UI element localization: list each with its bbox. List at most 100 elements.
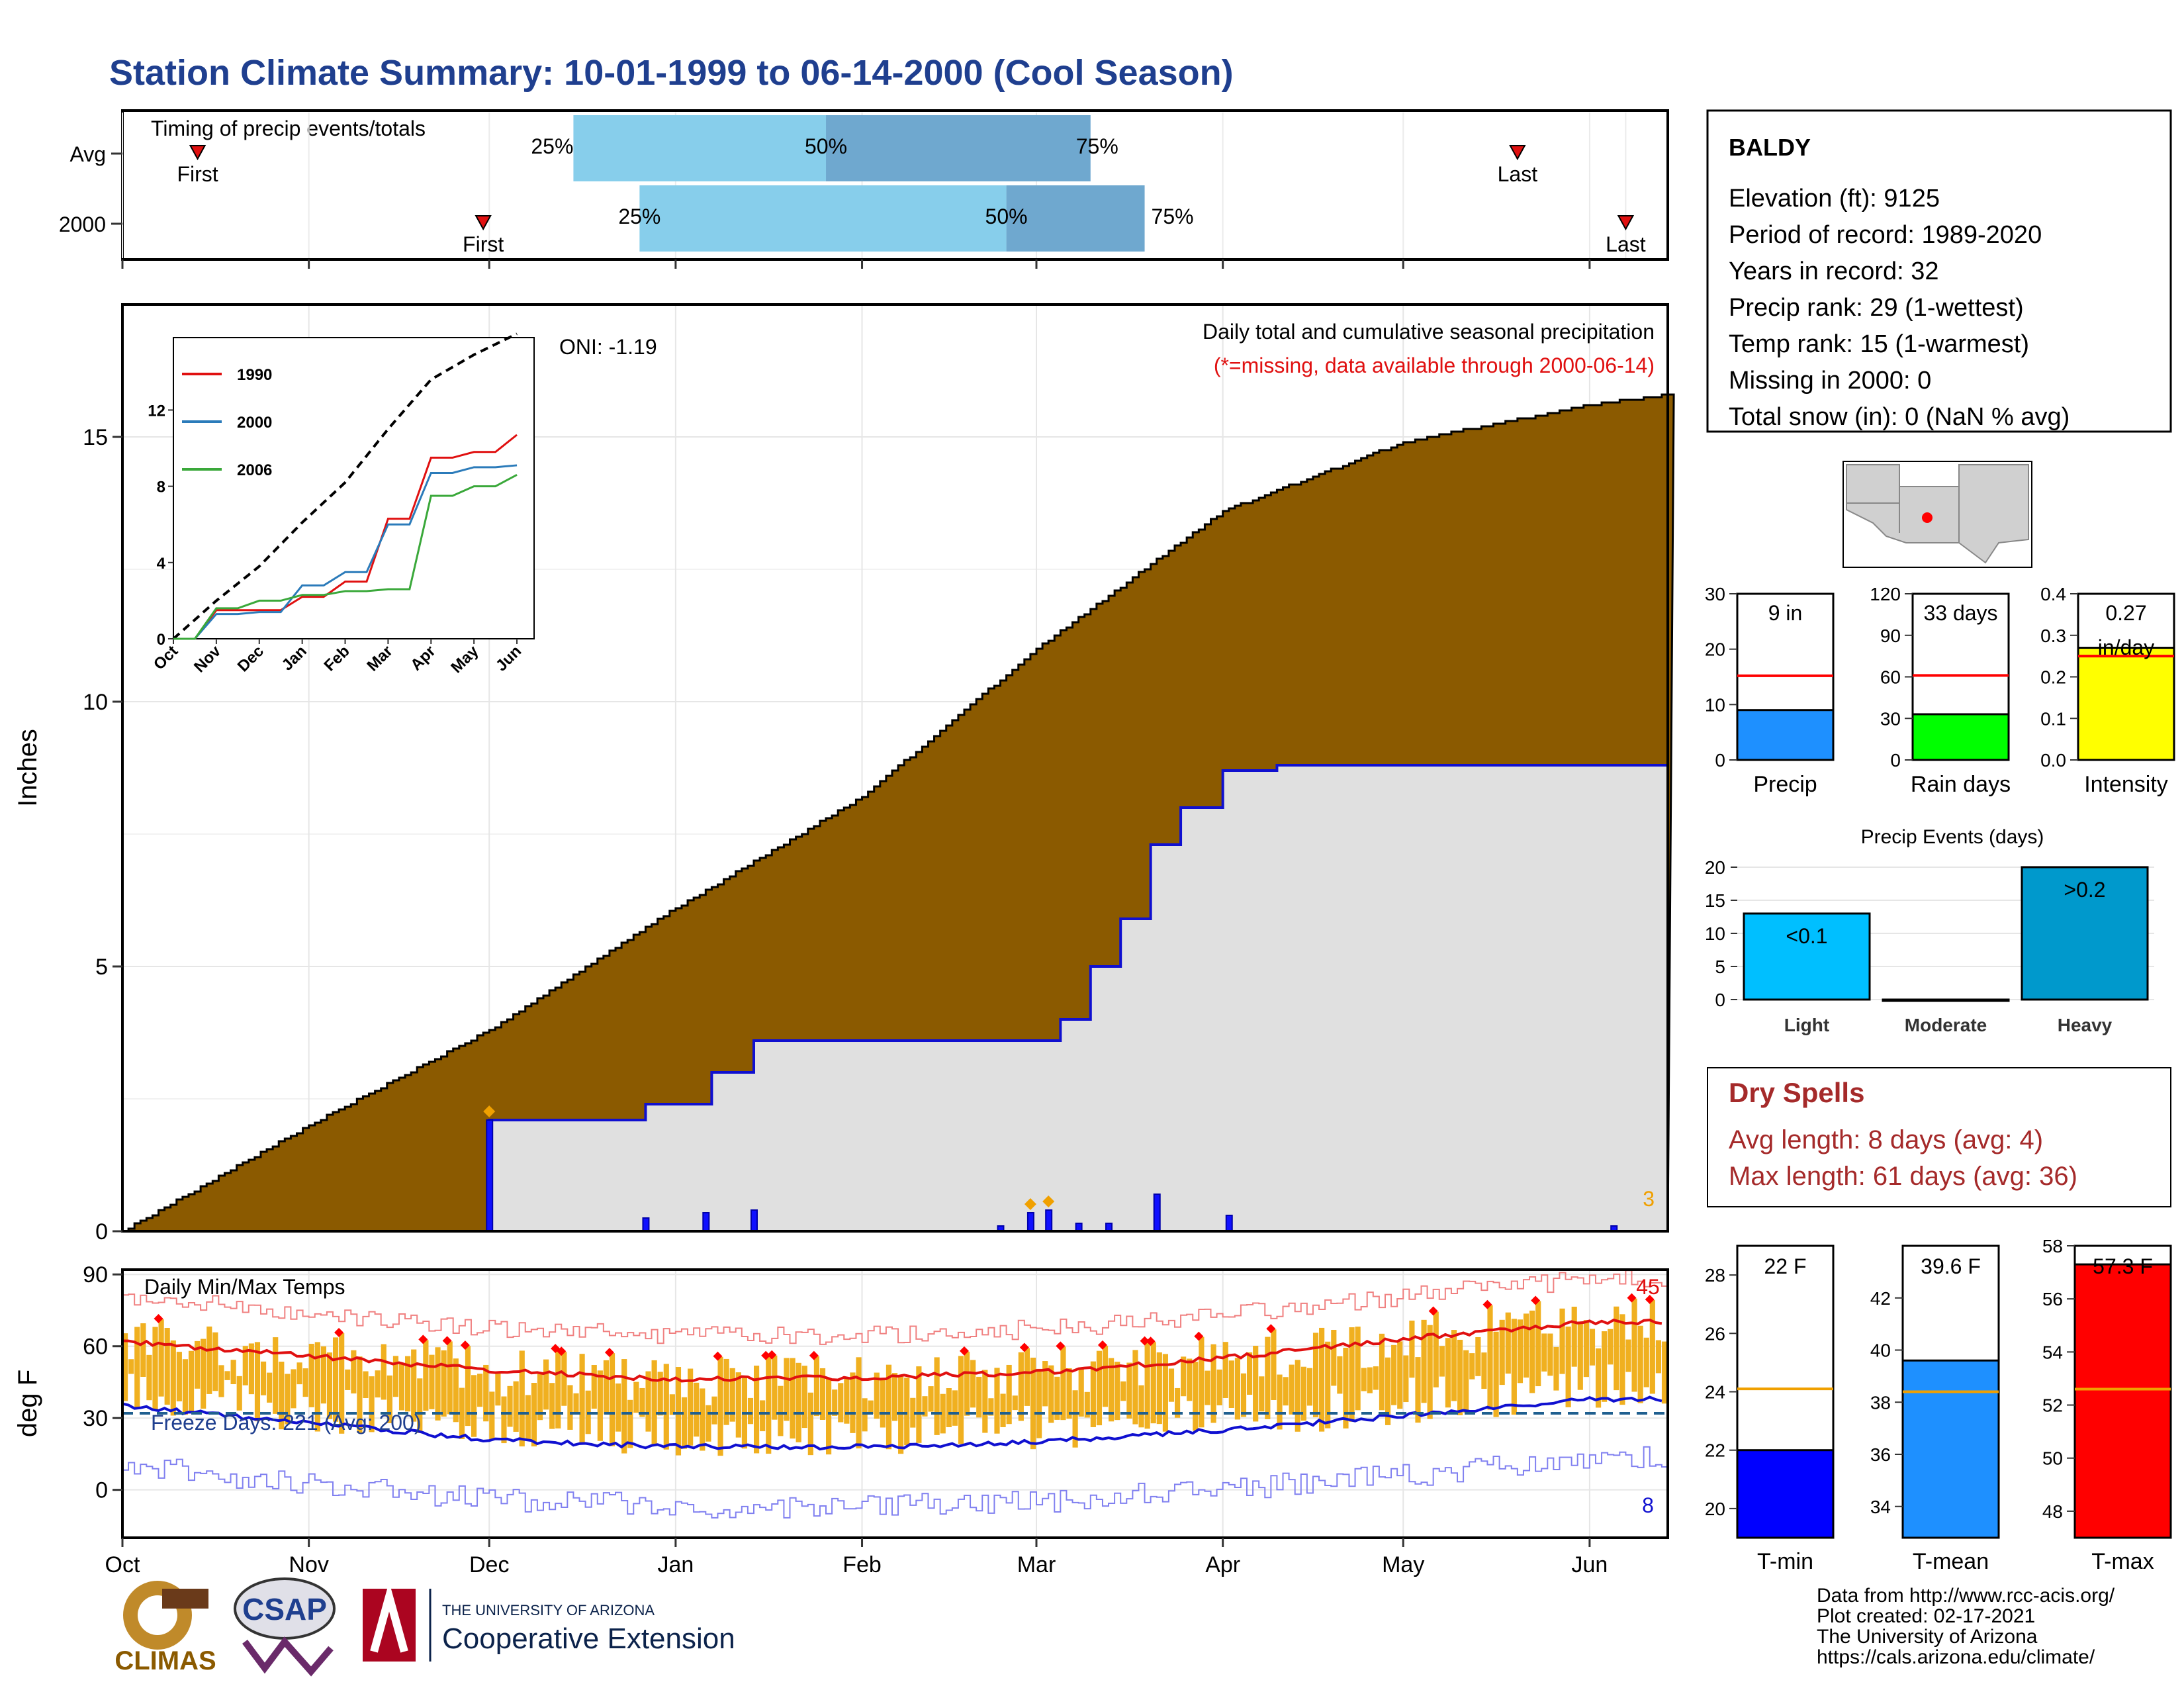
daily-temp-bar	[688, 1368, 694, 1446]
daily-precip-bar	[1225, 1215, 1233, 1232]
daily-temp-bar	[1643, 1337, 1649, 1387]
daily-temp-bar	[158, 1319, 164, 1397]
temp-frame	[121, 1268, 1669, 1539]
daily-temp-bar	[826, 1378, 832, 1455]
daily-temp-bar	[1193, 1362, 1199, 1431]
precip-events-bar-label: <0.1	[1786, 924, 1827, 948]
daily-temp-bar	[850, 1372, 856, 1433]
daily-temp-bar	[525, 1395, 531, 1440]
daily-temp-bar	[326, 1352, 333, 1419]
precip-events-tick-label: 10	[1705, 923, 1725, 944]
daily-temp-bar	[1271, 1329, 1277, 1400]
daily-temp-bar	[152, 1327, 158, 1411]
daily-temp-bar	[844, 1378, 850, 1424]
daily-temp-bar	[218, 1365, 224, 1397]
record-high-marker	[1266, 1324, 1276, 1334]
month-label: May	[1382, 1552, 1424, 1577]
summary-bar	[1736, 709, 1835, 761]
temp-daily-bars	[122, 1293, 1668, 1456]
footer-credits: Data from http://www.rcc-acis.org/Plot c…	[1817, 1585, 2115, 1668]
temp-summary-tick-label: 22	[1705, 1440, 1725, 1461]
record-high-marker	[1056, 1341, 1066, 1351]
precip-ytick-label: 10	[83, 690, 108, 715]
timing-iqr-high	[1006, 185, 1145, 252]
daily-temp-bar	[1306, 1368, 1313, 1406]
daily-temp-bar	[381, 1344, 387, 1400]
daily-temp-bar	[320, 1346, 327, 1404]
missing-day-marker	[1042, 1196, 1055, 1207]
daily-temp-bar	[122, 1333, 128, 1401]
footer-credit-line: https://cals.arizona.edu/climate/	[1817, 1646, 2095, 1668]
station-info-line: Precip rank: 29 (1-wettest)	[1729, 294, 2024, 322]
temp-summary-tick-label: 48	[2042, 1501, 2063, 1522]
map-borders	[1846, 487, 1960, 543]
daily-temp-bar	[188, 1350, 195, 1411]
daily-temp-bar	[994, 1368, 1000, 1434]
daily-temp-bar	[405, 1356, 411, 1412]
temp-summary-tick-label: 38	[1870, 1392, 1891, 1413]
daily-temp-bar	[1174, 1387, 1181, 1418]
inset-legend-label: 1990	[237, 366, 272, 384]
summary-bar-value: in/day	[2098, 635, 2154, 659]
temp-summary-label: T-min	[1757, 1549, 1813, 1574]
daily-temp-bar	[561, 1352, 567, 1406]
daily-temp-bar	[495, 1371, 501, 1406]
record-high-marker	[1194, 1331, 1204, 1341]
daily-temp-bar	[1631, 1298, 1637, 1392]
inset-series-line	[173, 434, 518, 640]
month-label: Mar	[1017, 1552, 1056, 1577]
page-title: Station Climate Summary: 10-01-1999 to 0…	[109, 53, 1234, 93]
daily-temp-bar	[1595, 1348, 1602, 1408]
timing-first-label: First	[463, 232, 504, 256]
freeze-days-label: Freeze Days: 221 (Avg: 200)	[151, 1411, 422, 1434]
daily-temp-bar	[375, 1370, 381, 1398]
timing-iqr-low	[639, 185, 1007, 252]
inset-legend-label: 2006	[237, 461, 272, 479]
summary-bar-tick-label: 0	[1890, 750, 1901, 771]
daily-temp-bar	[627, 1399, 633, 1448]
climas-logo-text: CLIMAS	[114, 1646, 216, 1675]
inset-ytick-label: 0	[157, 631, 165, 649]
record-high-marker	[1645, 1295, 1655, 1305]
daily-precip-bar	[642, 1217, 650, 1232]
daily-temp-bar	[910, 1397, 916, 1428]
daily-temp-bar	[314, 1342, 320, 1432]
missing-note: (*=missing, data available through 2000-…	[1214, 353, 1655, 377]
daily-temp-bar	[1373, 1366, 1379, 1390]
climas-logo-block	[162, 1589, 208, 1609]
inset-ytick-label: 8	[157, 479, 165, 496]
record-high-marker	[557, 1346, 567, 1356]
daily-temp-bar	[1409, 1320, 1415, 1378]
daily-temp-bar	[195, 1340, 201, 1389]
daily-temp-bar	[1337, 1356, 1343, 1394]
daily-temp-bar	[651, 1360, 657, 1445]
timing-iqr-low	[573, 115, 827, 181]
daily-temp-bar	[700, 1388, 705, 1451]
summary-bars: 0 10 20 30 9 in Precip 0 30 60 90 120 33 days Rain d…	[1705, 584, 2175, 797]
daily-temp-bar	[1343, 1347, 1349, 1429]
daily-temp-bar	[1583, 1320, 1589, 1378]
daily-precip-bar	[1153, 1194, 1161, 1232]
month-label: Dec	[469, 1552, 509, 1577]
daily-temp-bar	[1265, 1336, 1271, 1419]
daily-temp-bar	[1054, 1376, 1060, 1420]
daily-precip-bar	[702, 1212, 710, 1232]
daily-temp-bar	[1619, 1314, 1625, 1405]
precip-ytick-label: 5	[95, 955, 108, 980]
daily-temp-bar	[1259, 1376, 1265, 1412]
daily-temp-bar	[429, 1354, 435, 1409]
summary-bar-tick-label: 0	[1715, 750, 1725, 771]
record-max-line	[122, 1270, 1668, 1345]
daily-temp-bar	[1469, 1353, 1475, 1380]
daily-temp-bar	[1463, 1350, 1469, 1413]
daily-temp-bar	[1427, 1325, 1433, 1419]
dry-spells-frame	[1707, 1067, 2171, 1207]
daily-temp-bar	[681, 1397, 688, 1449]
daily-temp-bar	[1415, 1357, 1421, 1423]
daily-temp-bar	[988, 1398, 994, 1416]
daily-temp-bar	[1541, 1333, 1547, 1372]
daily-temp-bar	[1553, 1346, 1559, 1391]
precip-events-tick-label: 15	[1705, 890, 1725, 911]
